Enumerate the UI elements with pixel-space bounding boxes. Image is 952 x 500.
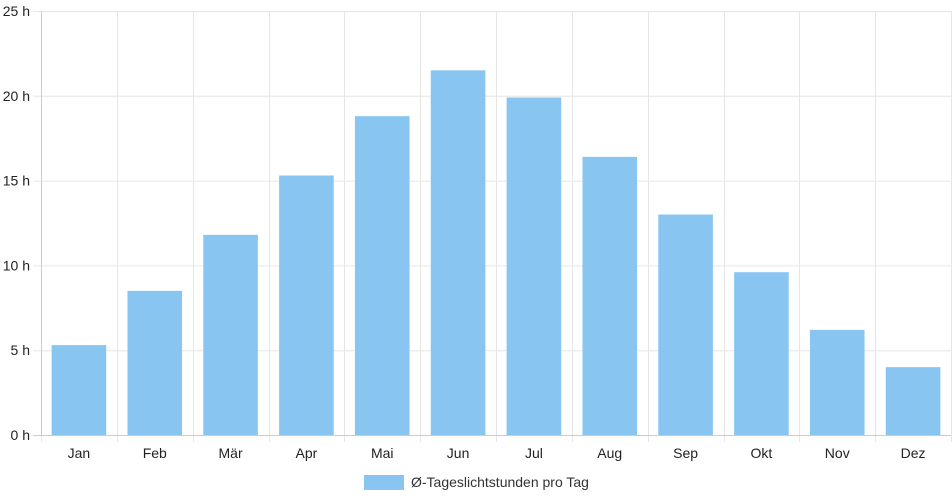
grid-lines [33,11,952,442]
y-tick-label: 0 h [11,427,30,443]
bars [51,70,941,436]
x-tick-label: Dez [901,445,926,461]
legend-swatch[interactable] [364,475,404,490]
x-tick-label: Feb [143,445,167,461]
bar[interactable] [127,290,183,435]
x-tick-labels: Jan Feb Mär Apr Mai Jun Jul Aug Sep Okt Nov Dez [68,445,926,461]
y-tick-labels: 0 h 5 h 10 h 15 h 20 h 25 h [3,3,30,443]
y-tick-label: 20 h [3,88,30,104]
bar[interactable] [658,214,713,435]
bar[interactable] [203,234,258,435]
legend[interactable]: Ø-Tageslichtstunden pro Tag [364,474,589,490]
bar[interactable] [279,175,334,435]
y-tick-label: 10 h [3,257,30,273]
axes [33,11,951,436]
bar[interactable] [885,367,941,435]
x-tick-label: Jul [525,445,543,461]
x-tick-label: Sep [673,445,698,461]
bar[interactable] [582,156,638,435]
x-tick-label: Jun [447,445,470,461]
x-tick-label: Nov [825,445,850,461]
x-tick-label: Mai [371,445,394,461]
y-tick-label: 15 h [3,173,30,189]
x-tick-label: Mär [219,445,243,461]
bar[interactable] [506,97,562,435]
bar[interactable] [430,70,486,436]
y-tick-label: 25 h [3,3,30,19]
bar[interactable] [809,329,865,435]
x-tick-label: Aug [597,445,622,461]
legend-label[interactable]: Ø-Tageslichtstunden pro Tag [411,474,589,490]
bar[interactable] [734,272,789,435]
bar[interactable] [354,116,410,435]
y-tick-label: 5 h [11,342,30,358]
x-tick-label: Okt [751,445,773,461]
x-tick-label: Apr [296,445,318,461]
x-tick-label: Jan [68,445,91,461]
bar[interactable] [51,345,107,435]
